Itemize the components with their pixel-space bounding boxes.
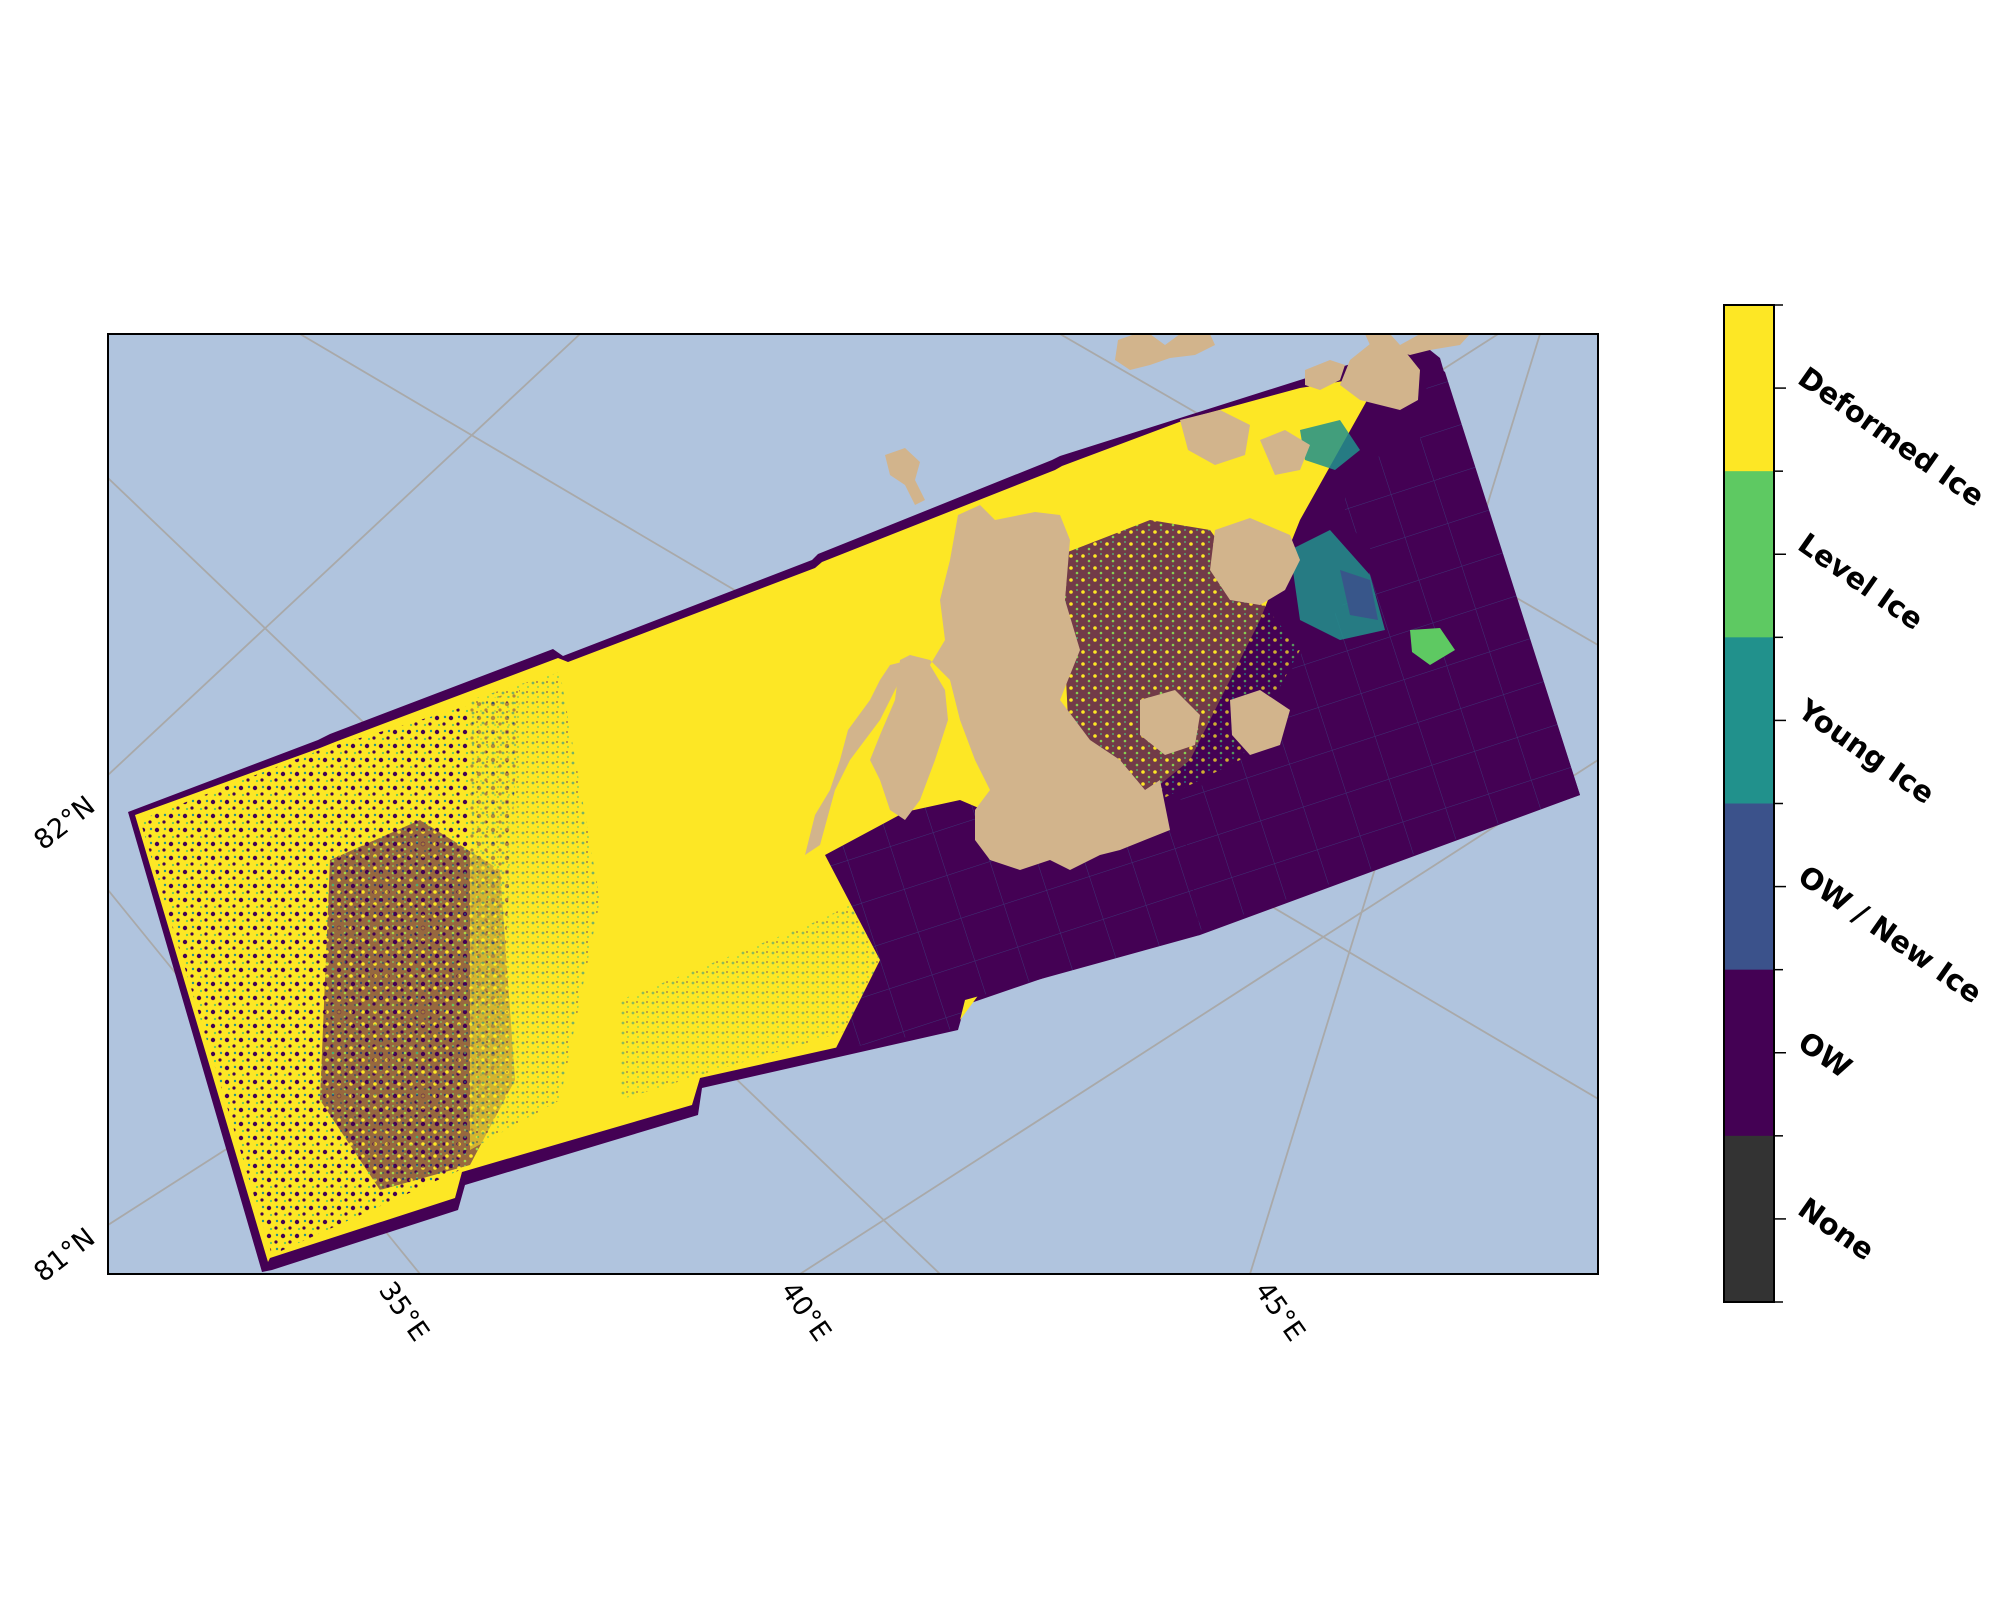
level-ice-patch: [1410, 628, 1455, 665]
land-island-5: [1210, 518, 1300, 605]
colorbar-swatch-ow: [1724, 969, 1774, 1137]
land-franz-josef-north: [1115, 334, 1215, 370]
colorbar: Deformed Ice Level Ice Young Ice OW / New I…: [1723, 304, 1991, 1303]
land-island-3: [1020, 740, 1100, 810]
land-island-small: [885, 448, 925, 505]
ow-east: [1180, 360, 1580, 930]
colorbar-swatch-deformed-ice: [1724, 305, 1774, 472]
colorbar-swatch-ow-new-ice: [1724, 803, 1774, 971]
land-island-6: [1230, 690, 1290, 755]
colorbar-swatch-level-ice: [1724, 471, 1774, 638]
land-island-west: [870, 655, 948, 820]
land-island-4: [1140, 690, 1200, 755]
land-franz-josef-northeast: [1365, 334, 1470, 355]
land-franz-josef-east: [1305, 360, 1345, 390]
ow-east-central: [825, 800, 1200, 1050]
colorbar-label-ow: OW: [1792, 1025, 1858, 1085]
mixed-ice-central: [470, 672, 600, 1150]
land-masses: [805, 334, 1470, 870]
land-island-north-2: [1260, 430, 1310, 475]
colorbar-swatch-young-ice: [1724, 637, 1774, 804]
mixed-ice-west-dark: [320, 820, 515, 1190]
land-island-northeast: [1340, 340, 1420, 410]
lon-label-35: 35°E: [372, 1276, 435, 1347]
lon-label-45: 45°E: [1248, 1276, 1311, 1347]
lon-label-40: 40°E: [774, 1276, 837, 1347]
land-island-north-1: [1180, 410, 1250, 465]
colorbar-label-deformed-ice: Deformed Ice: [1792, 360, 1991, 513]
map-frame: [107, 333, 1599, 1275]
colorbar-label-none: None: [1792, 1191, 1881, 1267]
lat-label-82: 82°N: [28, 790, 101, 856]
young-ice-patch-2: [1300, 420, 1360, 470]
lat-label-81: 81°N: [28, 1222, 101, 1288]
colorbar-label-level-ice: Level Ice: [1792, 526, 1930, 637]
colorbar-label-ow-new-ice: OW / New Ice: [1792, 858, 1988, 1010]
colorbar-label-young-ice: Young Ice: [1791, 692, 1941, 811]
ow-new-ice-patch: [1340, 570, 1378, 620]
colorbar-swatch-none: [1724, 1135, 1774, 1303]
